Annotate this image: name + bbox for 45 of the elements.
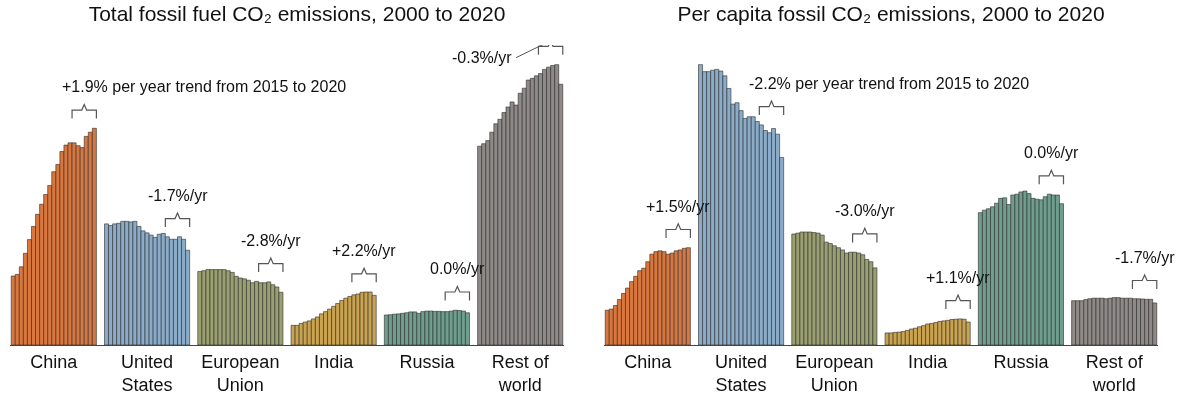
bar: [957, 318, 963, 345]
annotation: -1.7%/yr: [148, 187, 209, 204]
x-tick-label: Russia: [993, 351, 1050, 372]
bar: [815, 232, 821, 345]
x-tick-label: United States: [121, 351, 174, 395]
bar: [1034, 198, 1040, 345]
annotation: +1.9% per year trend from 2015 to 2020: [62, 78, 347, 95]
bar: [440, 311, 446, 345]
bar: [92, 127, 97, 345]
bar: [965, 321, 971, 345]
x-tick-label: Rest of world: [1085, 351, 1144, 395]
x-tick-label: India: [314, 351, 355, 372]
bar: [1152, 302, 1158, 345]
bar: [1107, 297, 1113, 345]
annotation: -3.0%/yr: [835, 202, 896, 219]
bar: [75, 145, 81, 345]
annotation: -1.7%/yr: [1115, 249, 1176, 266]
bar: [274, 286, 280, 345]
bar: [367, 291, 373, 345]
bar: [961, 318, 967, 345]
bar: [294, 325, 300, 345]
x-tick-label: United States: [715, 351, 768, 395]
x-tick-label: China: [30, 351, 79, 372]
annotation: 0.0%/yr: [1024, 144, 1079, 161]
x-tick-label: India: [908, 351, 949, 372]
annotation: -0.3%/yr: [452, 49, 513, 66]
bar: [669, 252, 675, 345]
bar: [888, 332, 894, 345]
chart-title: Per capita fossil CO₂ emissions, 2000 to 2020: [677, 1, 1105, 25]
x-tick-label: Russia: [399, 351, 456, 372]
bar: [896, 331, 902, 345]
annotation: -2.8%/yr: [241, 232, 302, 249]
bar: [221, 269, 227, 345]
bar: [686, 247, 691, 345]
bar: [148, 234, 154, 345]
bar: [465, 312, 470, 345]
chart-title: Total fossil fuel CO₂ emissions, 2000 to 2020: [88, 1, 506, 25]
x-tick-label: European Union: [201, 351, 280, 395]
annotation: +2.2%/yr: [332, 242, 397, 259]
x-tick-label: Rest of world: [491, 351, 550, 395]
x-tick-label: China: [624, 351, 673, 372]
x-tick-label: European Union: [795, 351, 874, 395]
bar: [371, 295, 377, 345]
bar: [884, 332, 890, 345]
annotation: -2.2% per year trend from 2015 to 2020: [749, 75, 1030, 92]
